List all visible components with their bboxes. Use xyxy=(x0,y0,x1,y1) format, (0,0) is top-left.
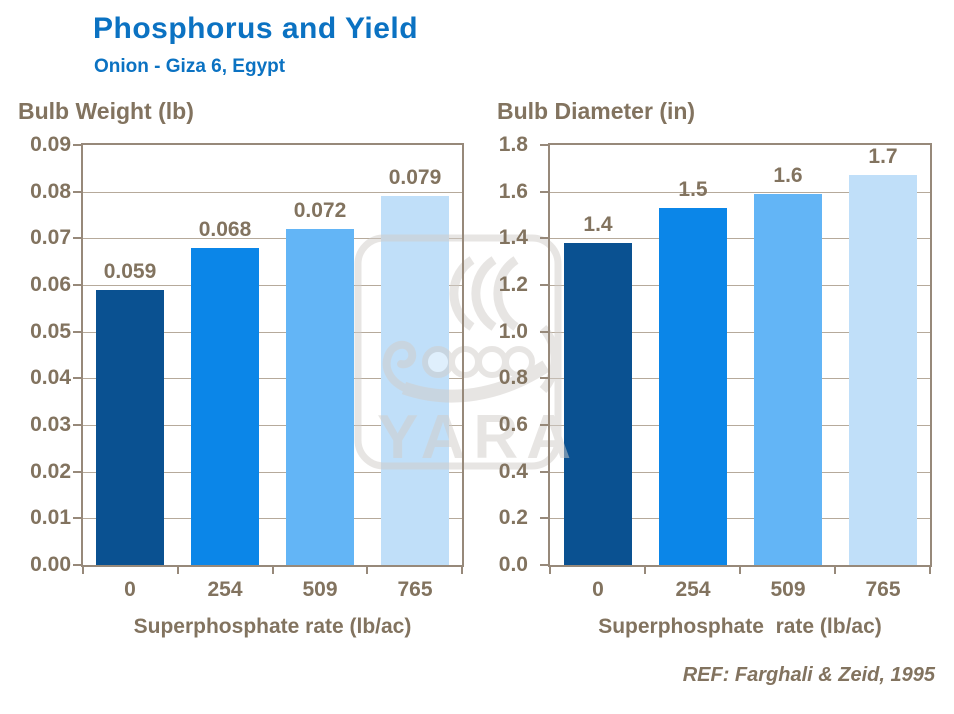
x-tick-label: 254 xyxy=(207,578,243,601)
y-tick-label: 0.01 xyxy=(30,506,71,529)
y-tick-label: 0.8 xyxy=(498,366,528,389)
y-tick-label: 0.04 xyxy=(30,366,71,389)
x-axis-tick xyxy=(82,565,84,574)
x-axis-tick xyxy=(739,565,741,574)
y-axis-tick xyxy=(73,144,83,146)
y-axis-tick xyxy=(73,471,83,473)
x-axis-tick xyxy=(177,565,179,574)
bar-value-label: 1.7 xyxy=(868,145,898,168)
y-axis-tick xyxy=(73,424,83,426)
gridline xyxy=(83,425,462,426)
gridline xyxy=(83,238,462,239)
x-tick-label: 0 xyxy=(124,578,136,601)
x-axis-tick xyxy=(644,565,646,574)
y-axis-tick xyxy=(73,191,83,193)
bar-value-label: 0.079 xyxy=(388,166,442,189)
bar-value-label: 1.6 xyxy=(773,164,803,187)
bar xyxy=(286,229,354,565)
y-axis-tick xyxy=(73,331,83,333)
bar xyxy=(191,248,259,565)
x-axis-tick xyxy=(461,565,463,574)
x-tick-label: 254 xyxy=(675,578,711,601)
y-axis-tick xyxy=(73,564,83,566)
reference-citation: REF: Farghali & Zeid, 1995 xyxy=(682,664,935,686)
y-axis-tick xyxy=(540,564,550,566)
bar-value-label: 0.072 xyxy=(293,199,347,222)
y-axis-tick xyxy=(73,284,83,286)
y-tick-label: 0.0 xyxy=(498,553,528,576)
bar xyxy=(381,196,449,565)
y-axis-tick xyxy=(540,471,550,473)
gridline xyxy=(550,472,930,473)
gridline xyxy=(83,192,462,193)
y-tick-label: 0.6 xyxy=(498,413,528,436)
gridline xyxy=(83,332,462,333)
bar-value-label: 1.4 xyxy=(583,213,613,236)
y-tick-label: 0.00 xyxy=(30,553,71,576)
y-tick-label: 0.06 xyxy=(30,273,71,296)
bar-value-label: 1.5 xyxy=(678,178,708,201)
x-tick-label: 509 xyxy=(302,578,338,601)
bar xyxy=(659,208,727,565)
y-axis-tick xyxy=(540,191,550,193)
y-tick-label: 1.2 xyxy=(498,273,528,296)
bar xyxy=(849,175,917,565)
gridline xyxy=(83,378,462,379)
y-tick-label: 0.09 xyxy=(30,133,71,156)
y-axis-tick xyxy=(540,331,550,333)
y-tick-label: 0.02 xyxy=(30,460,71,483)
bar-value-label: 0.059 xyxy=(103,260,157,283)
right-chart-title: Bulb Diameter (in) xyxy=(497,98,696,124)
x-tick-label: 509 xyxy=(770,578,806,601)
bar-value-label: 0.068 xyxy=(198,218,252,241)
y-axis-tick xyxy=(540,284,550,286)
y-axis-tick xyxy=(540,144,550,146)
x-tick-label: 765 xyxy=(397,578,433,601)
x-axis-tick xyxy=(272,565,274,574)
y-tick-label: 0.2 xyxy=(498,506,528,529)
y-tick-label: 0.05 xyxy=(30,320,71,343)
y-tick-label: 0.4 xyxy=(498,460,528,483)
x-axis-tick xyxy=(834,565,836,574)
bar xyxy=(754,194,822,565)
gridline xyxy=(550,378,930,379)
gridline xyxy=(83,518,462,519)
page-title: Phosphorus and Yield xyxy=(93,12,419,45)
y-axis-tick xyxy=(540,424,550,426)
gridline xyxy=(550,518,930,519)
y-tick-label: 0.08 xyxy=(30,180,71,203)
y-tick-label: 1.0 xyxy=(498,320,528,343)
y-axis-tick xyxy=(540,377,550,379)
left-x-axis-label: Superphosphate rate (lb/ac) xyxy=(133,615,412,638)
y-axis-tick xyxy=(73,517,83,519)
bar xyxy=(564,243,632,565)
gridline xyxy=(550,238,930,239)
y-tick-label: 1.6 xyxy=(498,180,528,203)
gridline xyxy=(550,425,930,426)
y-tick-label: 0.07 xyxy=(30,226,71,249)
y-axis-tick xyxy=(73,237,83,239)
y-tick-label: 0.03 xyxy=(30,413,71,436)
page-subtitle: Onion - Giza 6, Egypt xyxy=(94,56,286,77)
gridline xyxy=(550,332,930,333)
bar xyxy=(96,290,164,565)
x-axis-tick xyxy=(366,565,368,574)
x-axis-tick xyxy=(549,565,551,574)
gridline xyxy=(83,472,462,473)
x-tick-label: 0 xyxy=(592,578,604,601)
gridline xyxy=(550,192,930,193)
y-tick-label: 1.4 xyxy=(498,226,528,249)
right-x-axis-label: Superphosphate rate (lb/ac) xyxy=(598,615,882,638)
x-axis-tick xyxy=(929,565,931,574)
left-chart-title: Bulb Weight (lb) xyxy=(18,98,194,124)
y-axis-tick xyxy=(73,377,83,379)
y-tick-label: 1.8 xyxy=(498,133,528,156)
gridline xyxy=(550,285,930,286)
gridline xyxy=(83,285,462,286)
x-tick-label: 765 xyxy=(865,578,901,601)
y-axis-tick xyxy=(540,517,550,519)
